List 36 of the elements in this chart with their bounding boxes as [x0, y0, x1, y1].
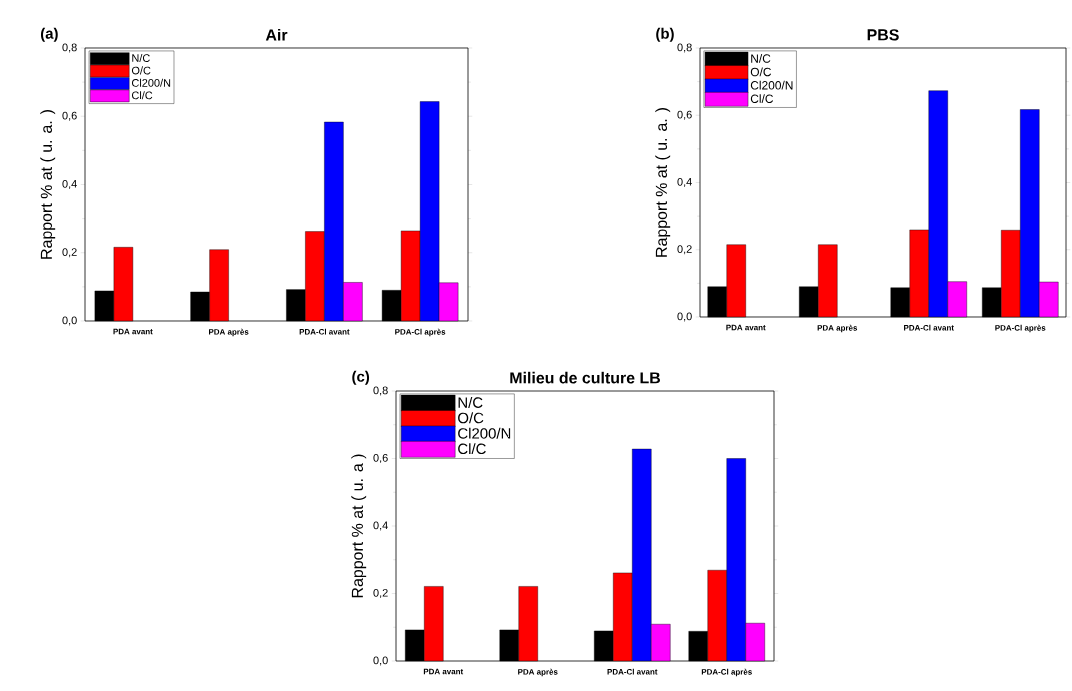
y-tick-label: 0,6: [373, 453, 388, 464]
y-tick-label: 0,0: [62, 316, 77, 326]
legend-label: N/C: [751, 54, 771, 63]
y-tick-label: 0,4: [677, 177, 692, 188]
legend-label: Cl200/N: [750, 80, 793, 90]
chart-title: Milieu de culture LB: [510, 371, 660, 384]
y-tick-label: 0,6: [62, 111, 77, 121]
y-tick-label: 0,0: [677, 312, 692, 322]
y-tick-label: 0,8: [373, 386, 388, 396]
legend-label: O/C: [131, 66, 151, 75]
text: (b): [656, 27, 674, 42]
y-tick-label: 0,4: [373, 521, 388, 531]
text: (c): [352, 370, 370, 385]
text: (a): [40, 27, 58, 42]
y-tick-label: 0,2: [373, 588, 388, 599]
legend-label: Cl/C: [750, 94, 774, 103]
y-tick-label: 0,6: [677, 110, 692, 120]
y-tick-label: 0,2: [677, 245, 692, 255]
y-tick-label: 0,2: [62, 248, 77, 258]
y-tick-label: 0,4: [62, 179, 77, 190]
legend-label: N/C: [132, 53, 150, 62]
legend-label: Cl200/N: [131, 78, 171, 87]
y-tick-label: 0,8: [62, 43, 77, 53]
legend-label: Cl200/N: [458, 427, 511, 439]
legend-label: Cl/C: [131, 91, 153, 100]
y-axis-title: Rapport % at ( u. a. ): [40, 110, 56, 259]
y-axis-title: Rapport % at ( u. a ): [351, 454, 367, 598]
legend-label: O/C: [750, 67, 772, 77]
legend-label: Cl/C: [458, 443, 486, 455]
chart-title: Air: [265, 28, 288, 41]
y-tick-label: 0,0: [373, 656, 388, 666]
y-tick-label: 0,8: [677, 43, 692, 53]
chart-title: PBS: [867, 29, 899, 41]
y-axis-title: Rapport % at ( u. a. ): [655, 108, 671, 257]
legend-label: O/C: [458, 412, 484, 424]
legend-label: N/C: [458, 396, 483, 408]
